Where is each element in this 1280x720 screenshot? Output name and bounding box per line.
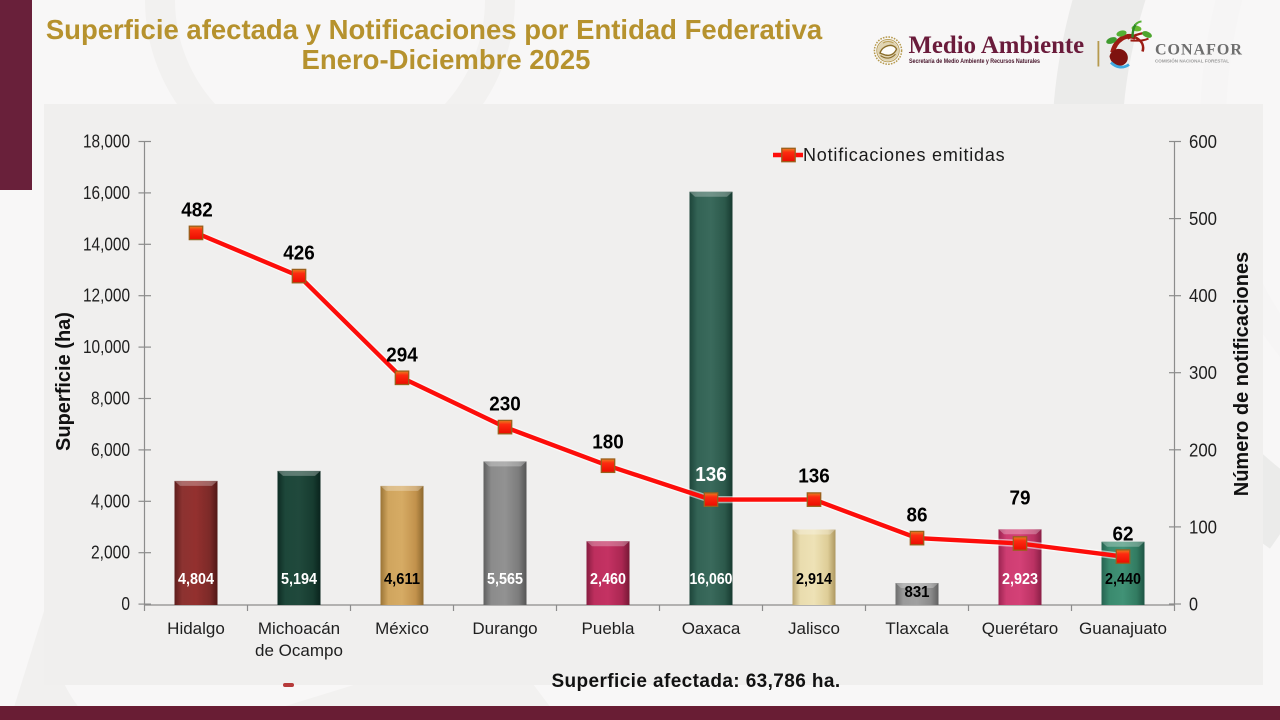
svg-text:4,000: 4,000 (91, 491, 130, 511)
svg-text:Hidalgo: Hidalgo (167, 619, 225, 638)
svg-text:CONAFOR: CONAFOR (1155, 41, 1243, 58)
svg-text:Querétaro: Querétaro (982, 619, 1059, 638)
svg-text:Durango: Durango (472, 619, 537, 638)
svg-text:Puebla: Puebla (582, 619, 635, 638)
svg-text:Guanajuato: Guanajuato (1079, 619, 1167, 638)
svg-text:de Ocampo: de Ocampo (255, 641, 343, 660)
svg-text:482: 482 (181, 200, 213, 222)
svg-text:294: 294 (386, 345, 418, 367)
svg-text:79: 79 (1010, 488, 1031, 510)
svg-text:0: 0 (121, 594, 130, 614)
svg-text:2,440: 2,440 (1105, 571, 1141, 588)
svg-text:831: 831 (905, 584, 930, 601)
svg-text:62: 62 (1113, 524, 1134, 546)
svg-text:400: 400 (1189, 286, 1217, 306)
svg-text:2,914: 2,914 (796, 571, 832, 588)
svg-text:180: 180 (592, 432, 624, 454)
svg-text:18,000: 18,000 (83, 132, 130, 152)
svg-text:6,000: 6,000 (91, 440, 130, 460)
svg-text:2,923: 2,923 (1002, 571, 1038, 588)
svg-text:Michoacán: Michoacán (258, 619, 340, 638)
svg-text:Tlaxcala: Tlaxcala (885, 619, 949, 638)
svg-text:2,000: 2,000 (91, 543, 130, 563)
svg-text:4,804: 4,804 (178, 571, 214, 588)
svg-text:2,460: 2,460 (590, 571, 626, 588)
svg-text:200: 200 (1189, 440, 1217, 460)
svg-text:16,060: 16,060 (690, 571, 733, 588)
svg-text:12,000: 12,000 (83, 286, 130, 306)
svg-text:100: 100 (1189, 517, 1217, 537)
svg-text:0: 0 (1189, 595, 1198, 615)
svg-text:4,611: 4,611 (384, 571, 420, 588)
svg-text:Oaxaca: Oaxaca (682, 619, 741, 638)
svg-text:426: 426 (283, 243, 315, 265)
svg-text:Notificaciones emitidas: Notificaciones emitidas (803, 145, 1005, 165)
svg-text:Jalisco: Jalisco (788, 619, 840, 638)
svg-text:500: 500 (1189, 209, 1217, 229)
svg-text:Secretaría de Medio Ambiente y: Secretaría de Medio Ambiente y Recursos … (909, 59, 1041, 65)
svg-text:5,194: 5,194 (281, 571, 317, 588)
svg-text:Superficie (ha): Superficie (ha) (53, 312, 75, 451)
svg-text:136: 136 (695, 464, 727, 486)
svg-text:Número de notificaciones: Número de notificaciones (1231, 252, 1253, 497)
svg-text:COMISIÓN NACIONAL FORESTAL: COMISIÓN NACIONAL FORESTAL (1155, 58, 1229, 63)
svg-text:5,565: 5,565 (487, 571, 523, 588)
svg-text:México: México (375, 619, 429, 638)
svg-text:86: 86 (907, 505, 928, 527)
svg-text:16,000: 16,000 (83, 183, 130, 203)
svg-text:230: 230 (489, 394, 521, 416)
svg-text:136: 136 (798, 466, 830, 488)
svg-text:300: 300 (1189, 363, 1217, 383)
svg-text:8,000: 8,000 (91, 389, 130, 409)
svg-text:10,000: 10,000 (83, 337, 130, 357)
svg-text:600: 600 (1189, 132, 1217, 152)
svg-text:14,000: 14,000 (83, 234, 130, 254)
svg-text:Medio Ambiente: Medio Ambiente (909, 32, 1085, 59)
